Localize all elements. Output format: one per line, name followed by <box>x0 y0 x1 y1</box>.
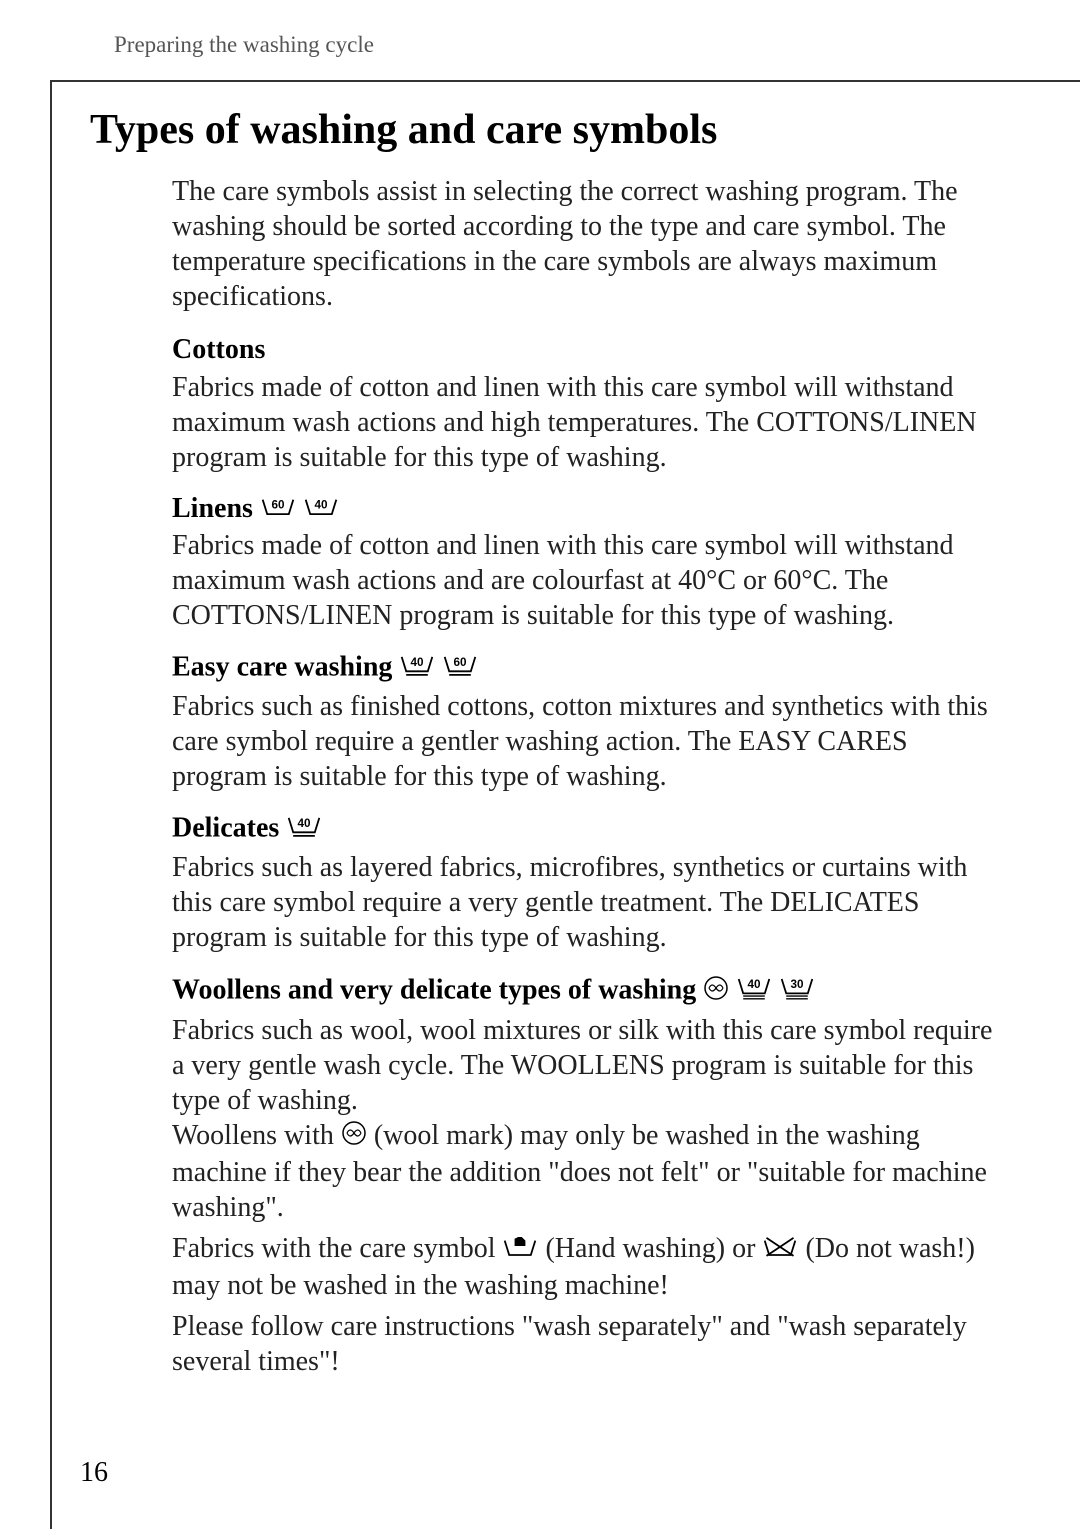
section-delicates: Delicates 40 Fabrics such as layered fab… <box>172 812 1000 955</box>
section-title-cottons: Cottons 95 <box>172 334 1000 368</box>
section-easycare: Easy care washing 40 60 Fabrics such as … <box>172 651 1000 794</box>
svg-text:60: 60 <box>271 499 285 512</box>
section-body-woollens: Fabrics such as wool, wool mixtures or s… <box>172 1013 1000 1379</box>
section-cottons: Cottons 95 Fabrics made of cotton and li… <box>172 334 1000 475</box>
woollens-p2a: Woollens with <box>172 1120 341 1151</box>
section-title-woollens: Woollens and very delicate types of wash… <box>172 973 1000 1011</box>
svg-text:60: 60 <box>454 656 468 669</box>
svg-text:40: 40 <box>314 499 328 512</box>
wash-tub-underbar-icon: 60 <box>442 651 478 687</box>
woollens-p1: Fabrics such as wool, wool mixtures or s… <box>172 1015 992 1116</box>
svg-text:40: 40 <box>748 978 762 991</box>
section-body-easycare: Fabrics such as finished cottons, cotton… <box>172 689 1000 794</box>
intro-paragraph: The care symbols assist in selecting the… <box>172 174 1000 314</box>
wash-tub-icon: 60 <box>260 494 296 526</box>
wool-mark-icon <box>703 975 729 1009</box>
wash-tub-doublebar-icon: 30 <box>779 973 815 1011</box>
section-woollens: Woollens and very delicate types of wash… <box>172 973 1000 1379</box>
wash-tub-doublebar-icon: 40 <box>736 973 772 1011</box>
hand-wash-icon <box>502 1233 538 1268</box>
page-number: 16 <box>80 1457 108 1489</box>
section-body-linens: Fabrics made of cotton and linen with th… <box>172 528 1000 633</box>
woollens-p3b: (Hand washing) or <box>538 1233 762 1264</box>
section-title-text: Easy care washing <box>172 652 399 683</box>
section-title-text: Delicates <box>172 813 286 844</box>
svg-text:40: 40 <box>411 656 425 669</box>
do-not-wash-icon <box>762 1233 798 1268</box>
section-title-text: Woollens and very delicate types of wash… <box>172 975 703 1006</box>
svg-text:40: 40 <box>298 817 312 830</box>
section-title-delicates: Delicates 40 <box>172 812 1000 848</box>
woollens-p3a: Fabrics with the care symbol <box>172 1233 502 1264</box>
page-title: Types of washing and care symbols <box>90 106 1000 154</box>
section-linens: Linens 60 40 Fabrics made of cotton and … <box>172 493 1000 634</box>
section-body-cottons: Fabrics made of cotton and linen with th… <box>172 370 1000 475</box>
wash-tub-icon: 40 <box>303 494 339 526</box>
wash-tub-underbar-icon: 40 <box>286 812 322 848</box>
svg-text:30: 30 <box>791 978 805 991</box>
wool-mark-icon <box>341 1120 367 1155</box>
wash-tub-underbar-icon: 40 <box>399 651 435 687</box>
section-body-delicates: Fabrics such as layered fabrics, microfi… <box>172 850 1000 955</box>
section-title-easycare: Easy care washing 40 60 <box>172 651 1000 687</box>
section-title-linens: Linens 60 40 <box>172 493 1000 527</box>
section-title-text: Cottons <box>172 334 272 365</box>
page-content: Preparing the washing cycle Types of was… <box>0 0 1080 1529</box>
running-header: Preparing the washing cycle <box>114 32 1000 58</box>
section-title-text: Linens <box>172 493 260 524</box>
woollens-p4: Please follow care instructions "wash se… <box>172 1309 1000 1379</box>
